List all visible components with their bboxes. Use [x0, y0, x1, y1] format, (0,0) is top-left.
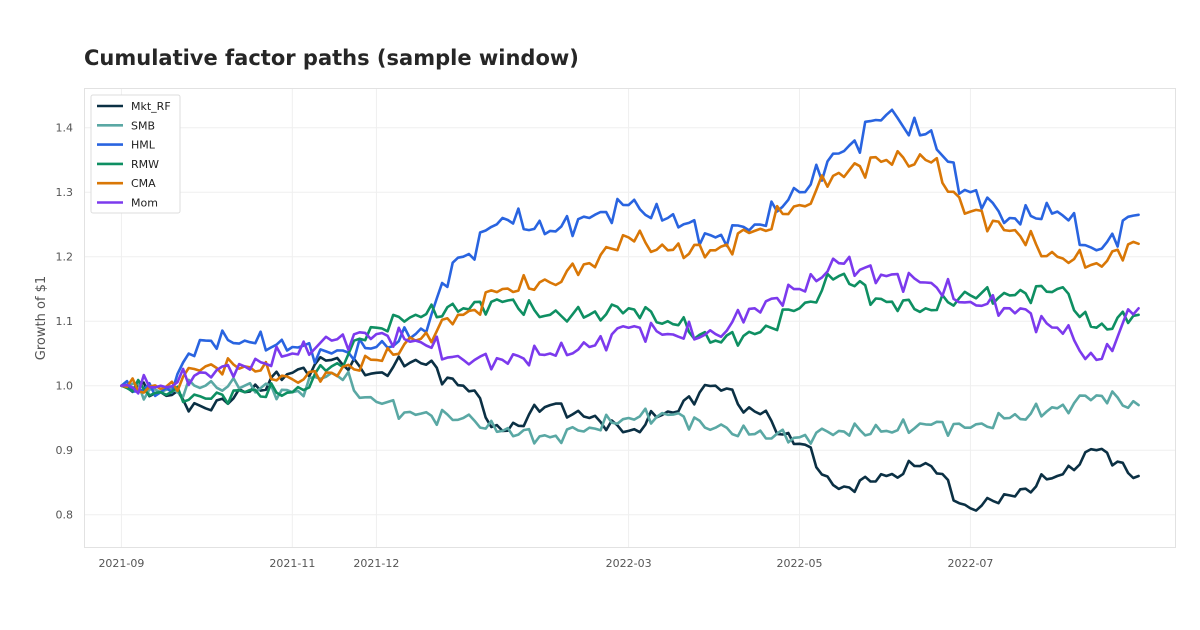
- legend: Mkt_RF SMB HML RMW CMA Mom: [90, 94, 181, 214]
- x-tick-label: 2022-05: [777, 557, 823, 570]
- legend-label: CMA: [131, 177, 156, 190]
- legend-label: RMW: [131, 158, 159, 171]
- y-tick-label: 0.8: [56, 509, 74, 522]
- x-tick-label: 2022-03: [606, 557, 652, 570]
- chart-title: Cumulative factor paths (sample window): [84, 46, 579, 70]
- y-tick-label: 1.3: [56, 186, 74, 199]
- x-axis: 2021-09 2021-11 2021-12 2022-03 2022-05 2022-…: [98, 557, 993, 570]
- y-tick-label: 1.4: [56, 122, 74, 135]
- series-line-cma: [120, 149, 1140, 394]
- x-tick-label: 2021-09: [98, 557, 144, 570]
- series-line-mkt-rf: [120, 355, 1140, 512]
- x-tick-label: 2021-11: [269, 557, 315, 570]
- y-tick-label: 0.9: [56, 444, 74, 457]
- legend-label: Mkt_RF: [131, 100, 171, 113]
- legend-label: HML: [131, 139, 156, 152]
- y-tick-label: 1.2: [56, 251, 74, 264]
- y-tick-label: 1.1: [56, 315, 74, 328]
- series-lines: [120, 108, 1140, 512]
- x-tick-label: 2021-12: [353, 557, 399, 570]
- series-line-hml: [120, 108, 1140, 398]
- legend-label: SMB: [131, 119, 155, 132]
- series-line-rmw: [120, 272, 1140, 405]
- y-axis: 0.8 0.9 1.0 1.1 1.2 1.3 1.4: [56, 122, 74, 522]
- y-tick-label: 1.0: [56, 380, 74, 393]
- legend-label: Mom: [131, 197, 158, 210]
- y-axis-label: Growth of $1: [34, 276, 49, 360]
- x-tick-label: 2022-07: [947, 557, 993, 570]
- series-line-mom: [120, 255, 1140, 395]
- plot-area: [84, 88, 1176, 548]
